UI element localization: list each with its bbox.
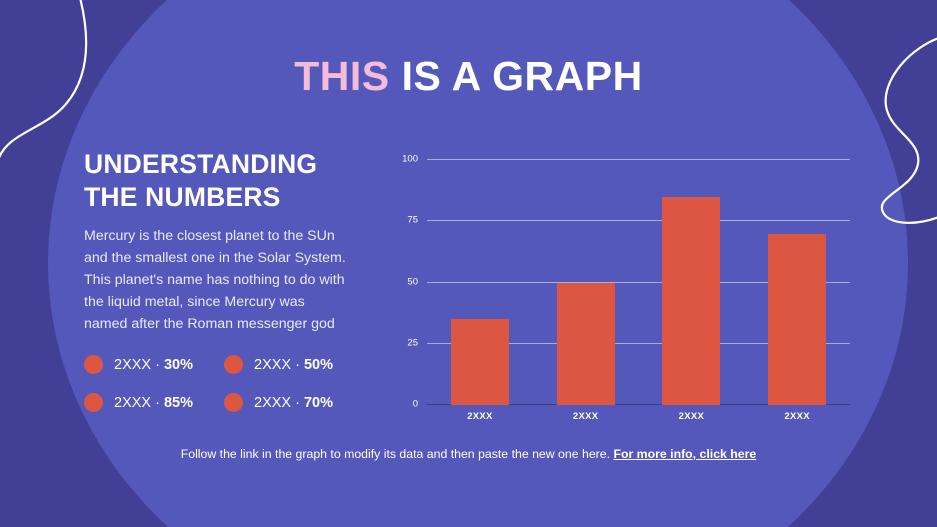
footer-note: Follow the link in the graph to modify i… bbox=[0, 447, 937, 461]
footer-text: Follow the link in the graph to modify i… bbox=[180, 447, 614, 461]
left-column: UNDERSTANDING THE NUMBERS Mercury is the… bbox=[84, 148, 356, 336]
legend-item-label: 2XXX · 70% bbox=[254, 395, 333, 411]
chart-y-tick-label: 100 bbox=[402, 153, 418, 165]
chart-gridline: 25 bbox=[407, 337, 850, 348]
legend-item-label: 2XXX · 50% bbox=[254, 357, 333, 373]
chart-plot-area: 0 25 50 75 100 bbox=[402, 154, 850, 409]
chart-legend: 2XXX · 30% 2XXX · 50% 2XXX · 85% 2XXX · … bbox=[84, 355, 374, 412]
legend-item-value: 50% bbox=[303, 356, 333, 373]
chart-gridline: 0 bbox=[413, 398, 850, 409]
chart-y-tick-label: 50 bbox=[407, 276, 418, 287]
legend-item: 2XXX · 70% bbox=[224, 393, 364, 412]
legend-item-year: 2XXX · bbox=[114, 356, 164, 373]
chart-bar-slot bbox=[533, 160, 639, 405]
legend-item-year: 2XXX · bbox=[114, 394, 164, 411]
chart-bar[interactable] bbox=[768, 233, 827, 405]
legend-dot-icon bbox=[224, 393, 243, 412]
chart-x-tick-label: 2XXX bbox=[784, 411, 810, 422]
chart-gridline: 100 bbox=[402, 154, 850, 165]
legend-item-value: 85% bbox=[163, 394, 193, 411]
legend-item: 2XXX · 50% bbox=[224, 355, 364, 374]
chart-x-axis-labels: 2XXX 2XXX 2XXX 2XXX bbox=[427, 407, 850, 427]
page-title-accent: THIS bbox=[294, 53, 390, 99]
background-ellipse bbox=[48, 0, 908, 527]
more-info-link[interactable]: For more info, click here bbox=[613, 447, 757, 461]
chart-bar-slot bbox=[744, 160, 850, 405]
chart-gridline: 75 bbox=[407, 215, 850, 226]
chart-bar[interactable] bbox=[450, 319, 509, 405]
legend-item-label: 2XXX · 85% bbox=[114, 395, 193, 411]
bar-chart: 0 25 50 75 100 2XXX 2XXX 2XXX 2XXX bbox=[398, 152, 858, 427]
legend-item-value: 70% bbox=[303, 394, 333, 411]
page-title: THIS IS A GRAPH bbox=[0, 53, 937, 99]
chart-y-tick-label: 25 bbox=[407, 337, 418, 349]
legend-item-value: 30% bbox=[163, 356, 193, 373]
chart-y-tick-label: 0 bbox=[412, 398, 418, 409]
chart-bar-slot bbox=[639, 160, 745, 405]
legend-item: 2XXX · 30% bbox=[84, 355, 224, 374]
section-heading: UNDERSTANDING THE NUMBERS bbox=[84, 149, 318, 213]
legend-dot-icon bbox=[84, 355, 103, 374]
chart-y-tick-label: 75 bbox=[407, 214, 418, 226]
legend-item: 2XXX · 85% bbox=[84, 393, 224, 412]
chart-bar[interactable] bbox=[662, 196, 721, 405]
chart-x-tick-label: 2XXX bbox=[467, 411, 493, 422]
legend-item-label: 2XXX · 30% bbox=[114, 357, 193, 373]
chart-gridline: 50 bbox=[407, 276, 850, 287]
section-body-text: Mercury is the closest planet to the SUn… bbox=[84, 228, 346, 332]
chart-bars bbox=[427, 160, 850, 405]
page-title-rest: IS A GRAPH bbox=[389, 53, 643, 99]
legend-dot-icon bbox=[84, 393, 103, 412]
chart-bar-slot bbox=[427, 160, 533, 405]
legend-dot-icon bbox=[224, 355, 243, 374]
chart-x-tick-label: 2XXX bbox=[572, 411, 599, 422]
legend-item-year: 2XXX · bbox=[254, 356, 304, 373]
chart-bar[interactable] bbox=[556, 282, 615, 405]
legend-item-year: 2XXX · bbox=[254, 394, 304, 411]
chart-x-tick-label: 2XXX bbox=[678, 411, 705, 422]
